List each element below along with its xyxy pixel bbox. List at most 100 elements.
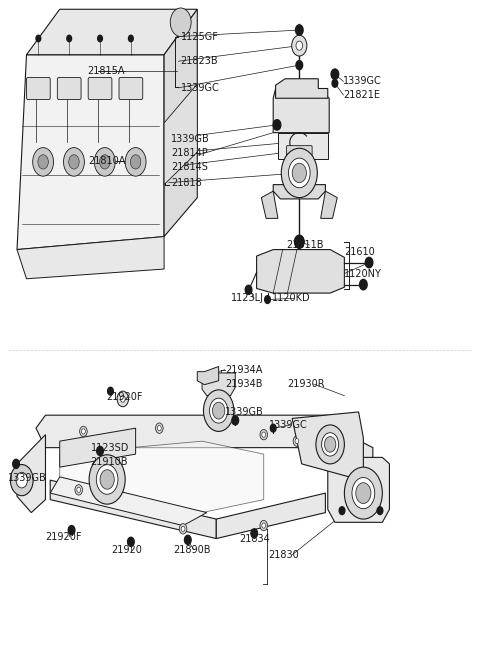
Circle shape xyxy=(339,507,345,515)
Circle shape xyxy=(77,487,81,493)
Circle shape xyxy=(170,8,191,37)
Text: 1123LJ: 1123LJ xyxy=(230,293,264,303)
Text: 21815A: 21815A xyxy=(88,66,125,76)
Circle shape xyxy=(11,464,33,496)
Text: 21934A: 21934A xyxy=(225,365,262,375)
Polygon shape xyxy=(261,191,278,218)
Text: 21821E: 21821E xyxy=(343,90,381,100)
Circle shape xyxy=(296,25,303,35)
Circle shape xyxy=(293,436,301,446)
Polygon shape xyxy=(278,133,328,159)
Text: 21920: 21920 xyxy=(111,544,142,555)
Text: 21934B: 21934B xyxy=(225,379,262,389)
Text: 1123SD: 1123SD xyxy=(91,443,129,453)
Polygon shape xyxy=(164,9,197,236)
Circle shape xyxy=(63,147,84,176)
Circle shape xyxy=(117,391,129,407)
Text: 21810A: 21810A xyxy=(88,157,125,166)
Circle shape xyxy=(352,477,375,509)
Circle shape xyxy=(129,35,133,42)
Polygon shape xyxy=(273,88,329,133)
Text: 1125GF: 1125GF xyxy=(180,31,218,41)
Circle shape xyxy=(210,398,228,423)
Circle shape xyxy=(262,523,265,528)
Circle shape xyxy=(204,390,234,432)
Polygon shape xyxy=(17,435,46,513)
Text: 21930R: 21930R xyxy=(288,379,325,389)
FancyBboxPatch shape xyxy=(287,145,312,156)
Circle shape xyxy=(95,147,115,176)
Polygon shape xyxy=(276,79,328,98)
Text: 1339GB: 1339GB xyxy=(8,473,46,483)
Text: 21610: 21610 xyxy=(344,246,375,257)
Circle shape xyxy=(296,60,302,69)
Circle shape xyxy=(68,525,75,534)
FancyBboxPatch shape xyxy=(57,77,81,100)
Circle shape xyxy=(292,35,307,56)
Circle shape xyxy=(316,425,344,464)
Circle shape xyxy=(75,485,83,495)
Text: 21823B: 21823B xyxy=(180,56,218,66)
Circle shape xyxy=(69,155,79,169)
Polygon shape xyxy=(60,428,136,467)
Circle shape xyxy=(36,35,41,42)
Circle shape xyxy=(377,507,383,515)
Polygon shape xyxy=(257,250,344,293)
Text: 21890B: 21890B xyxy=(174,544,211,555)
Circle shape xyxy=(295,235,304,248)
Polygon shape xyxy=(60,441,264,513)
Circle shape xyxy=(288,158,310,188)
Text: 1339GB: 1339GB xyxy=(225,407,264,417)
Circle shape xyxy=(96,446,103,455)
Circle shape xyxy=(365,257,373,268)
Polygon shape xyxy=(335,428,373,500)
Circle shape xyxy=(89,455,125,504)
Polygon shape xyxy=(164,84,197,185)
Text: 21818: 21818 xyxy=(171,178,202,188)
Circle shape xyxy=(295,235,304,248)
Circle shape xyxy=(270,424,276,432)
Polygon shape xyxy=(26,9,197,55)
Text: 21920F: 21920F xyxy=(106,392,143,402)
Circle shape xyxy=(295,439,299,443)
Circle shape xyxy=(181,526,185,531)
Circle shape xyxy=(120,396,125,402)
Text: 21910B: 21910B xyxy=(91,457,128,467)
Circle shape xyxy=(251,529,258,538)
Polygon shape xyxy=(328,457,389,522)
Circle shape xyxy=(179,523,187,534)
Text: 21830: 21830 xyxy=(268,550,299,560)
Polygon shape xyxy=(216,493,325,538)
Circle shape xyxy=(356,483,371,504)
Circle shape xyxy=(281,148,317,198)
Circle shape xyxy=(260,520,267,531)
Circle shape xyxy=(184,535,191,544)
Circle shape xyxy=(82,429,85,434)
Circle shape xyxy=(273,120,281,130)
Circle shape xyxy=(322,433,339,456)
Circle shape xyxy=(296,41,302,50)
FancyBboxPatch shape xyxy=(26,77,50,100)
Polygon shape xyxy=(292,412,363,477)
Circle shape xyxy=(262,432,265,438)
Text: 1339GC: 1339GC xyxy=(343,77,382,86)
Text: 21611B: 21611B xyxy=(287,240,324,250)
Circle shape xyxy=(99,155,110,169)
Text: 21814P: 21814P xyxy=(171,149,208,159)
Circle shape xyxy=(360,280,367,290)
Circle shape xyxy=(67,35,72,42)
Text: 1120NY: 1120NY xyxy=(344,269,382,278)
Circle shape xyxy=(125,147,146,176)
Circle shape xyxy=(108,387,113,395)
Polygon shape xyxy=(321,191,337,218)
Circle shape xyxy=(298,239,301,244)
Circle shape xyxy=(100,470,114,489)
Circle shape xyxy=(128,537,134,546)
Circle shape xyxy=(245,286,252,294)
Circle shape xyxy=(344,467,383,519)
FancyBboxPatch shape xyxy=(88,77,112,100)
Polygon shape xyxy=(50,480,216,538)
Text: 1339GB: 1339GB xyxy=(171,134,210,144)
Circle shape xyxy=(13,459,19,468)
Circle shape xyxy=(264,295,270,303)
